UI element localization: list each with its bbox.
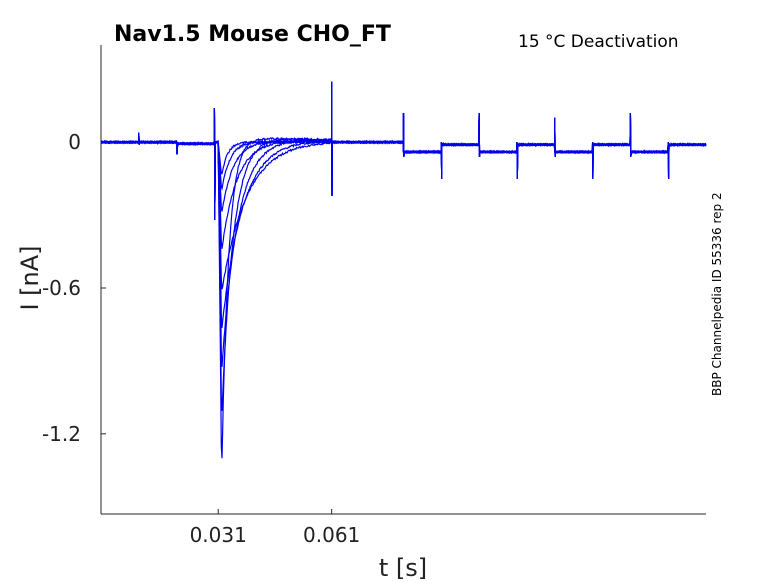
- trace-line-5: [100, 81, 707, 290]
- x-ticks: 0.031 0.061: [190, 509, 360, 547]
- y-tick-label: -0.6: [42, 276, 81, 300]
- chart-title: Nav1.5 Mouse CHO_FT: [114, 22, 391, 47]
- y-tick-label: -1.2: [42, 422, 81, 446]
- trace-line-6: [100, 81, 707, 249]
- current-traces: [100, 81, 707, 459]
- side-label: BBP Channelpedia ID 55336 rep 2: [710, 192, 724, 396]
- y-axis-label: I [nA]: [16, 245, 44, 310]
- y-ticks: 0 -0.6 -1.2: [42, 130, 106, 446]
- trace-line-9: [100, 81, 707, 221]
- x-tick-label: 0.031: [190, 523, 247, 547]
- x-tick-label: 0.061: [303, 523, 360, 547]
- chart-subtitle: 15 °C Deactivation: [518, 32, 679, 52]
- x-axis-label: t [s]: [379, 554, 427, 582]
- y-tick-label: 0: [68, 130, 81, 154]
